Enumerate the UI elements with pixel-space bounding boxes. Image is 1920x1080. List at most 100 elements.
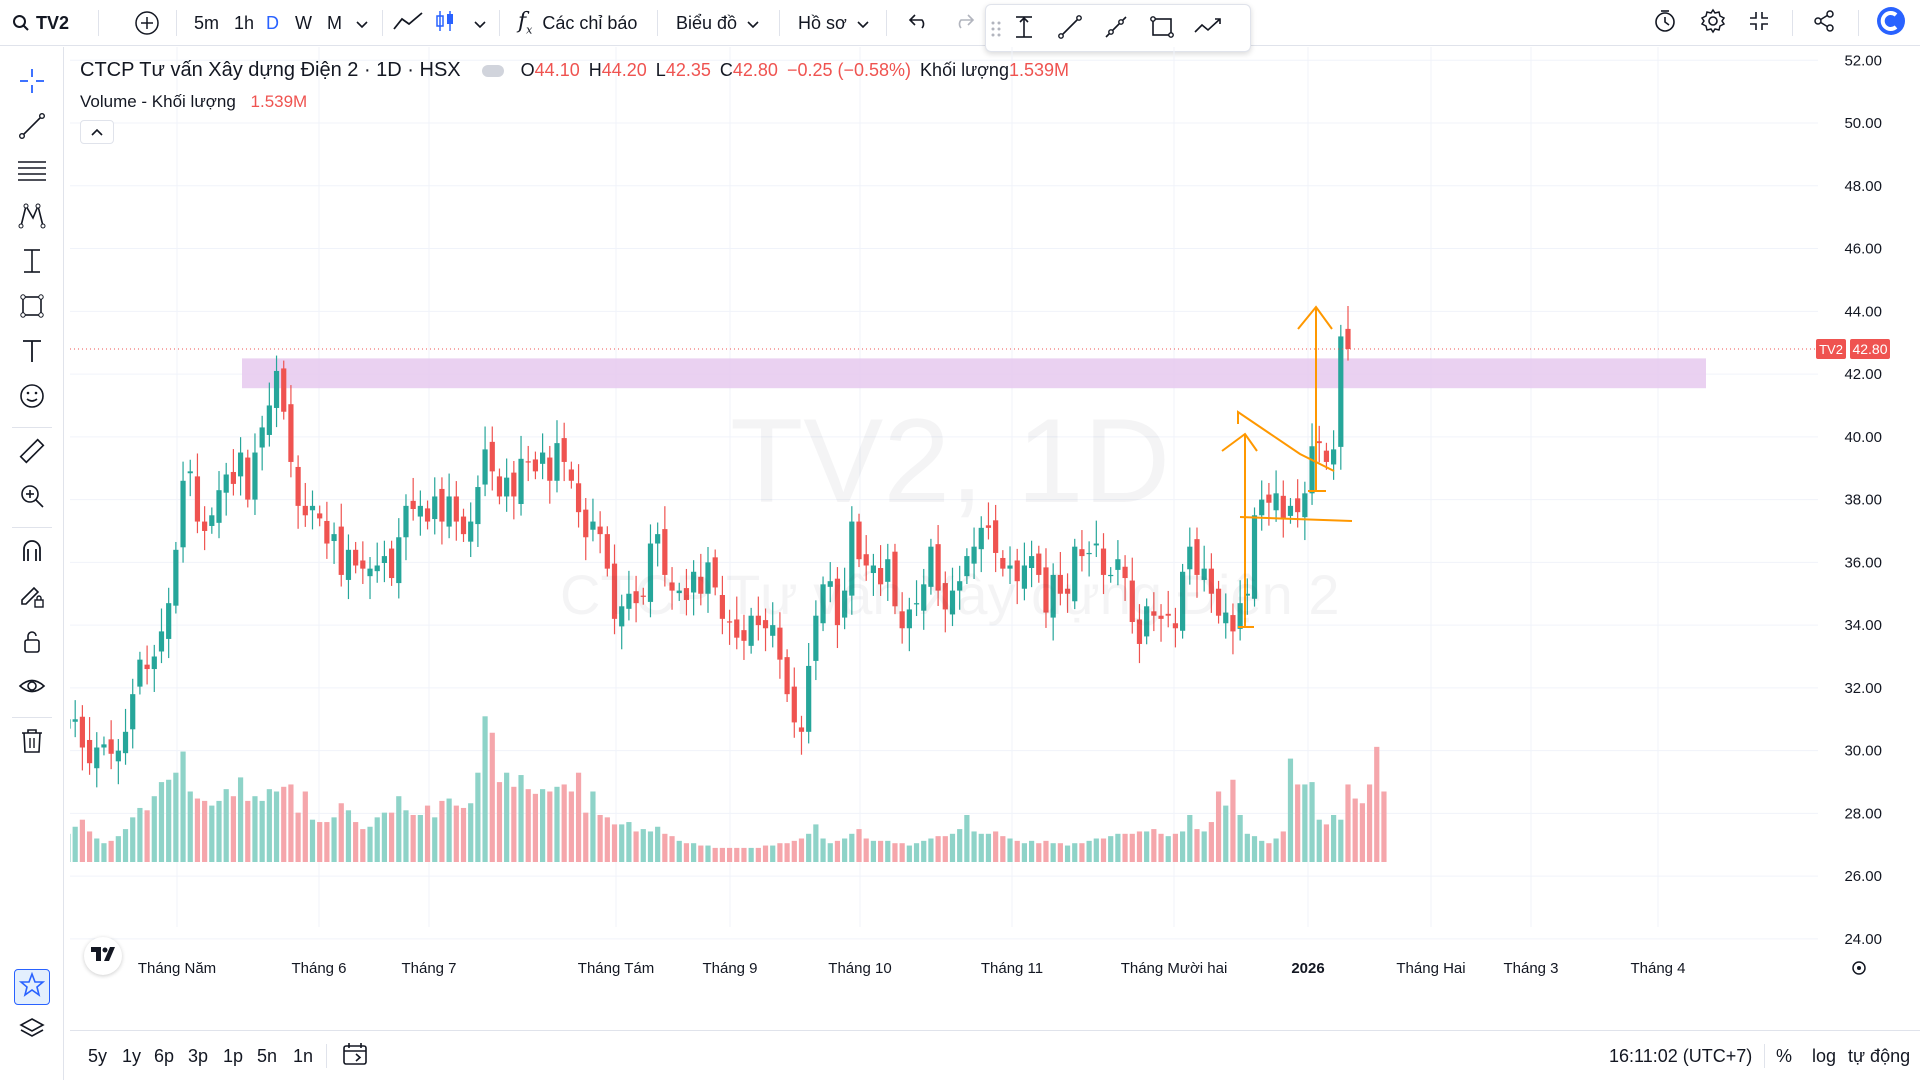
volume-bar bbox=[532, 793, 539, 862]
percent-scale-toggle[interactable]: % bbox=[1776, 1045, 1793, 1066]
trend-line-tool[interactable] bbox=[1054, 13, 1086, 45]
ray-tool[interactable] bbox=[1100, 13, 1132, 45]
candle-body bbox=[79, 716, 85, 748]
undo-button[interactable] bbox=[908, 0, 930, 46]
pencil-lock-icon bbox=[18, 582, 46, 615]
path-tool[interactable] bbox=[1192, 13, 1224, 45]
profile-menu-button[interactable]: Hồ sơ bbox=[798, 0, 869, 46]
range-6p[interactable]: 6p bbox=[154, 1045, 175, 1066]
candle-body bbox=[655, 534, 661, 544]
line-tool[interactable] bbox=[14, 110, 50, 146]
triangle-pattern-lower bbox=[1239, 516, 1353, 522]
volume-bar bbox=[1244, 833, 1250, 862]
tv-logo[interactable] bbox=[84, 937, 122, 975]
candle-body bbox=[410, 500, 416, 510]
candle-body bbox=[309, 505, 316, 511]
indicators-button[interactable]: fx Các chỉ báo bbox=[518, 0, 637, 46]
candle-body bbox=[1000, 557, 1006, 569]
share-icon bbox=[1812, 9, 1836, 38]
candle-body bbox=[432, 496, 438, 520]
interval-5m[interactable]: 5m bbox=[194, 12, 220, 33]
remove-drawings-tool[interactable] bbox=[14, 725, 50, 761]
candle-body bbox=[784, 657, 790, 695]
collapse-legend-button[interactable] bbox=[80, 120, 114, 144]
candle-body bbox=[302, 505, 308, 516]
search-icon bbox=[12, 14, 30, 32]
candle-body bbox=[957, 581, 963, 591]
candle-body bbox=[583, 509, 589, 538]
interval-1h[interactable]: 1h bbox=[234, 12, 255, 33]
axis-settings-icon[interactable] bbox=[1852, 961, 1866, 975]
volume-bar bbox=[345, 810, 352, 862]
rectangle-tool[interactable] bbox=[1146, 13, 1178, 45]
volume-bar bbox=[453, 805, 459, 862]
range-5y[interactable]: 5y bbox=[88, 1045, 108, 1066]
candle-body bbox=[1158, 615, 1164, 619]
replay-button[interactable] bbox=[1652, 0, 1678, 46]
chart-area[interactable]: 52.00 50.00 48.00 46.00 44.00 42.00 40.00 38.00… bbox=[70, 47, 1890, 1002]
magnet-tool[interactable] bbox=[14, 535, 50, 571]
pattern-tool[interactable] bbox=[14, 200, 50, 236]
crosshair-tool[interactable] bbox=[14, 65, 50, 101]
interval-m[interactable]: M bbox=[327, 12, 342, 33]
symbol-search[interactable]: TV2 bbox=[12, 0, 69, 46]
candle-body bbox=[446, 496, 452, 527]
time-axis-label: 2026 bbox=[1291, 960, 1324, 977]
candle-body bbox=[827, 581, 833, 587]
price-range-icon bbox=[18, 247, 46, 280]
range-3p[interactable]: 3p bbox=[188, 1045, 209, 1066]
volume-bar bbox=[1280, 831, 1286, 862]
time-axis-label: Tháng 10 bbox=[828, 960, 891, 977]
candle-body bbox=[417, 505, 423, 517]
range-1p[interactable]: 1p bbox=[223, 1045, 244, 1066]
redo-button[interactable] bbox=[953, 0, 975, 46]
left-toolbar bbox=[0, 47, 64, 1080]
clock-time[interactable]: 16:11:02 (UTC+7) bbox=[1609, 1045, 1753, 1066]
trend-line-icon bbox=[18, 112, 46, 145]
range-1y[interactable]: 1y bbox=[122, 1045, 142, 1066]
settings-button[interactable] bbox=[1700, 0, 1726, 46]
candle-body bbox=[511, 472, 517, 497]
interval-w[interactable]: W bbox=[295, 12, 312, 33]
measure-range-tool[interactable] bbox=[14, 245, 50, 281]
range-1n[interactable]: 1n bbox=[293, 1045, 314, 1066]
share-button[interactable] bbox=[1812, 0, 1836, 46]
range-5n[interactable]: 5n bbox=[257, 1045, 278, 1066]
chart-type-line-button[interactable] bbox=[393, 0, 423, 46]
chart-type-candle-button[interactable] bbox=[433, 0, 457, 46]
candle-body bbox=[748, 615, 754, 646]
draw-mode-tool[interactable] bbox=[14, 580, 50, 616]
goto-date-button[interactable] bbox=[342, 1031, 368, 1080]
volume-bar bbox=[1108, 836, 1114, 862]
candle-body bbox=[259, 427, 265, 448]
ruler-tool[interactable] bbox=[14, 435, 50, 471]
fullscreen-button[interactable] bbox=[1748, 0, 1770, 46]
watchlist-button[interactable] bbox=[14, 969, 50, 1005]
price-badge-value: 42.80 bbox=[1852, 341, 1887, 357]
zoom-tool[interactable] bbox=[14, 480, 50, 516]
lock-drawings-tool[interactable] bbox=[14, 625, 50, 661]
candle-body bbox=[913, 603, 920, 605]
volume-bar bbox=[755, 847, 761, 862]
candle-body bbox=[70, 719, 71, 729]
interval-dropdown[interactable] bbox=[356, 0, 368, 46]
fib-tool[interactable] bbox=[14, 155, 50, 191]
drag-handle-icon[interactable] bbox=[988, 13, 1004, 45]
price-chart[interactable]: 52.00 50.00 48.00 46.00 44.00 42.00 40.00 38.00… bbox=[70, 47, 1890, 1002]
chart-type-dropdown[interactable] bbox=[474, 0, 486, 46]
auto-scale-toggle[interactable]: tự động bbox=[1848, 1045, 1911, 1066]
axis-settings-icon bbox=[1857, 966, 1861, 970]
volume-bar bbox=[367, 826, 373, 862]
emoji-tool[interactable] bbox=[14, 380, 50, 416]
price-range-tool[interactable] bbox=[1008, 13, 1040, 45]
interval-d[interactable]: D bbox=[266, 12, 279, 33]
compare-add-button[interactable] bbox=[134, 0, 160, 46]
text-tool[interactable] bbox=[14, 335, 50, 371]
hide-drawings-tool[interactable] bbox=[14, 670, 50, 706]
volume-bar bbox=[302, 791, 308, 862]
chart-menu-button[interactable]: Biểu đồ bbox=[676, 0, 759, 46]
log-scale-toggle[interactable]: log bbox=[1812, 1045, 1837, 1066]
shape-tool[interactable] bbox=[14, 290, 50, 326]
object-tree-button[interactable] bbox=[14, 1013, 50, 1049]
candle-body bbox=[295, 466, 301, 506]
